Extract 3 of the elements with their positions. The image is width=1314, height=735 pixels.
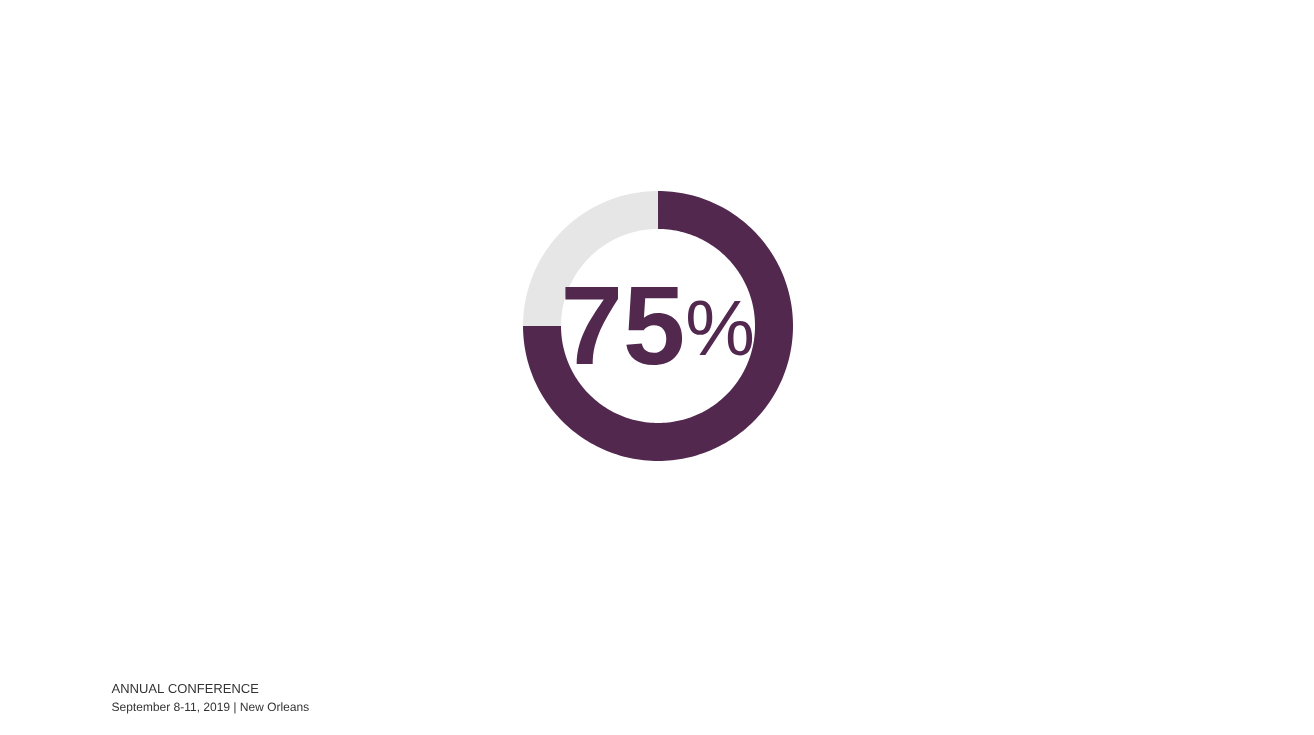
- text: September 8-11, 2019 | New Orleans: [112, 702, 309, 714]
- data-label: 75$^{%}$: [565, 286, 753, 366]
- text: ANNUAL CONFERENCE: [111, 683, 259, 694]
